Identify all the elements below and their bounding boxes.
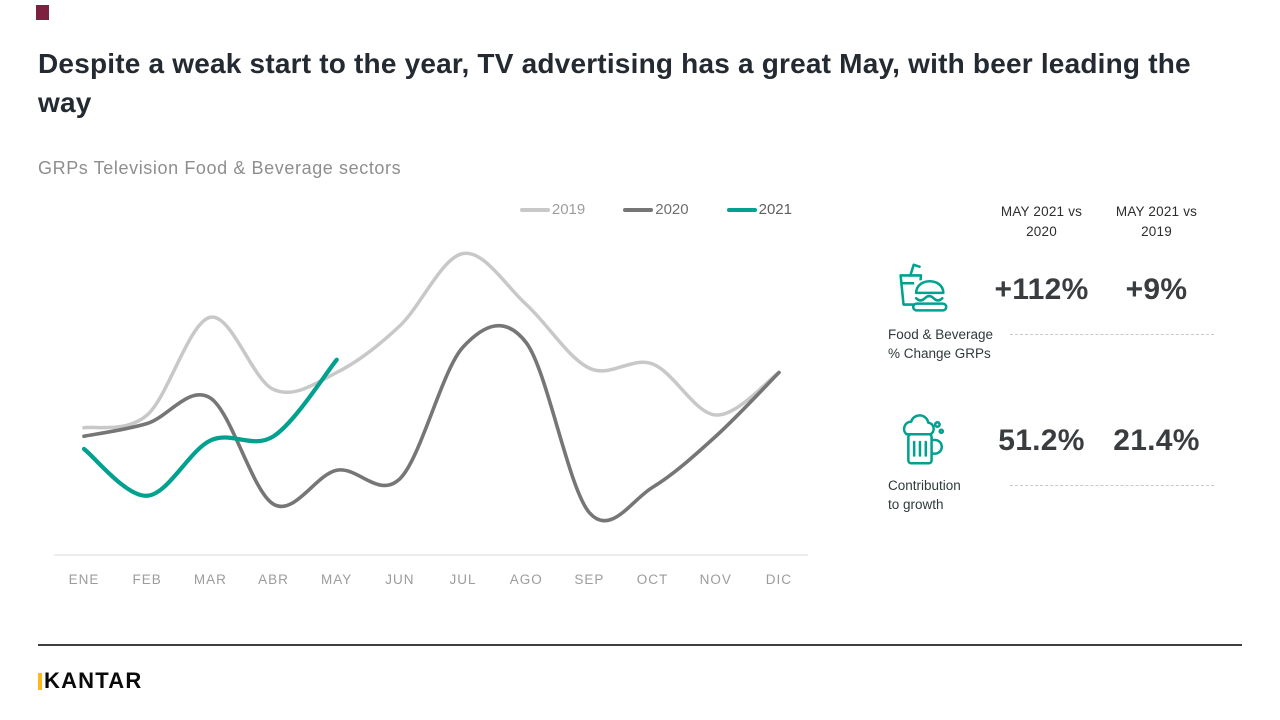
legend-swatch-2019 [519, 207, 550, 212]
stat-label-food-beverage: Food & Beverage % Change GRPs [888, 326, 994, 362]
x-axis-label: DIC [765, 572, 793, 587]
x-axis-label: FEB [132, 572, 162, 587]
x-axis-label: MAR [193, 572, 227, 587]
x-axis-label: SEP [574, 572, 605, 587]
stats-header-spacer [888, 202, 984, 243]
line-chart-canvas [54, 251, 808, 556]
chart-legend: 2019 2020 2021 [519, 201, 792, 218]
stats-panel: MAY 2021 vs 2020 MAY 2021 vs 2019 [888, 196, 1214, 515]
x-axis-label: MAY [321, 572, 353, 587]
x-axis-label: NOV [699, 572, 732, 587]
logo-text: KANTAR [44, 668, 143, 693]
x-axis: ENE FEB MAR ABR MAY JUN JUL AGO SEP OCT … [69, 571, 791, 589]
dashed-separator [1010, 333, 1214, 364]
legend-item-2019: 2019 [519, 201, 586, 218]
logo-accent-bar [38, 672, 42, 690]
beer-icon [888, 410, 984, 472]
x-axis-label: JUL [449, 572, 477, 587]
x-axis-label: AGO [509, 572, 543, 587]
stat-block-contribution: 51.2% 21.4% Contribution to growth [888, 410, 1214, 515]
kantar-logo: KANTAR [38, 668, 142, 694]
line-2020 [82, 323, 781, 523]
page-title: Despite a weak start to the year, TV adv… [38, 48, 1191, 118]
legend-label-2021: 2021 [758, 201, 792, 218]
footer-divider [38, 644, 1242, 646]
stat-value-growth-vs-2020: 51.2% [998, 423, 1085, 457]
legend-label-2020: 2020 [655, 201, 689, 218]
x-axis-label: ABR [258, 572, 289, 587]
corner-accent-square [36, 5, 49, 20]
line-2019 [82, 251, 781, 430]
legend-item-2020: 2020 [623, 201, 689, 218]
legend-swatch-2021 [726, 207, 757, 212]
x-axis-label: OCT [636, 572, 669, 587]
stat-value-fb-vs-2020: +112% [994, 272, 1089, 306]
stat-label-contribution: Contribution to growth [888, 477, 961, 513]
col-header-vs-2020: MAY 2021 vs 2020 [1000, 204, 1083, 240]
col-header-vs-2019: MAY 2021 vs 2019 [1115, 204, 1198, 240]
stats-header-row: MAY 2021 vs 2020 MAY 2021 vs 2019 [888, 202, 1214, 243]
stat-value-growth-vs-2019: 21.4% [1113, 423, 1200, 457]
stat-value-fb-vs-2019: +9% [1125, 272, 1188, 306]
dashed-separator [1010, 484, 1214, 515]
line-2021 [81, 357, 339, 498]
x-axis-label: JUN [385, 572, 415, 587]
legend-swatch-2020 [623, 207, 654, 212]
legend-item-2021: 2021 [726, 201, 792, 218]
chart-subtitle: GRPs Television Food & Beverage sectors [38, 158, 402, 178]
x-axis-label: ENE [68, 572, 100, 587]
grp-trend-chart: 2019 2020 2021 ENE FEB MAR ABR MAY JUN [40, 195, 812, 605]
food-beverage-icon [888, 259, 984, 321]
legend-label-2019: 2019 [551, 201, 586, 218]
stat-block-food-beverage: +112% +9% Food & Beverage % Change GRPs [888, 259, 1214, 364]
